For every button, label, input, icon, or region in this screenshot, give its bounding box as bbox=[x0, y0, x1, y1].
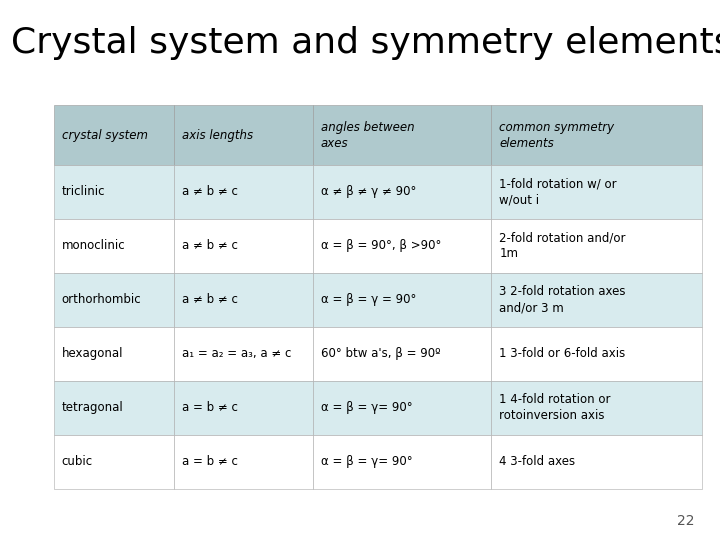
Text: a ≠ b ≠ c: a ≠ b ≠ c bbox=[181, 239, 238, 252]
Bar bbox=[54, 381, 174, 435]
Bar bbox=[492, 381, 702, 435]
Text: crystal system: crystal system bbox=[62, 129, 148, 141]
Bar bbox=[54, 165, 174, 219]
Bar bbox=[174, 327, 313, 381]
Bar bbox=[313, 273, 491, 327]
Bar bbox=[313, 165, 491, 219]
Text: 60° btw a's, β = 90º: 60° btw a's, β = 90º bbox=[321, 347, 441, 360]
Text: 2-fold rotation and/or
1m: 2-fold rotation and/or 1m bbox=[499, 231, 626, 260]
Text: hexagonal: hexagonal bbox=[62, 347, 123, 360]
Text: orthorhombic: orthorhombic bbox=[62, 293, 141, 306]
Text: α = β = γ = 90°: α = β = γ = 90° bbox=[321, 293, 416, 306]
Text: a ≠ b ≠ c: a ≠ b ≠ c bbox=[181, 185, 238, 198]
Bar bbox=[492, 435, 702, 489]
Text: a₁ = a₂ = a₃, a ≠ c: a₁ = a₂ = a₃, a ≠ c bbox=[181, 347, 291, 360]
Bar bbox=[54, 435, 174, 489]
Text: 4 3-fold axes: 4 3-fold axes bbox=[499, 455, 575, 468]
Bar bbox=[54, 105, 174, 165]
Text: α = β = γ= 90°: α = β = γ= 90° bbox=[321, 455, 413, 468]
Text: axis lengths: axis lengths bbox=[181, 129, 253, 141]
Bar bbox=[54, 273, 174, 327]
Bar bbox=[313, 435, 491, 489]
Bar bbox=[313, 105, 491, 165]
Bar bbox=[174, 435, 313, 489]
Bar bbox=[54, 327, 174, 381]
Text: tetragonal: tetragonal bbox=[62, 401, 124, 414]
Bar bbox=[174, 273, 313, 327]
Text: 22: 22 bbox=[678, 514, 695, 528]
Bar bbox=[174, 381, 313, 435]
Text: a ≠ b ≠ c: a ≠ b ≠ c bbox=[181, 293, 238, 306]
Bar bbox=[492, 327, 702, 381]
Text: triclinic: triclinic bbox=[62, 185, 105, 198]
Text: α ≠ β ≠ γ ≠ 90°: α ≠ β ≠ γ ≠ 90° bbox=[321, 185, 416, 198]
Text: 3 2-fold rotation axes
and/or 3 m: 3 2-fold rotation axes and/or 3 m bbox=[499, 285, 626, 314]
Bar bbox=[492, 273, 702, 327]
Text: a = b ≠ c: a = b ≠ c bbox=[181, 455, 238, 468]
Text: cubic: cubic bbox=[62, 455, 93, 468]
Text: a = b ≠ c: a = b ≠ c bbox=[181, 401, 238, 414]
Text: common symmetry
elements: common symmetry elements bbox=[499, 120, 614, 150]
Bar bbox=[174, 165, 313, 219]
Bar bbox=[313, 327, 491, 381]
Text: 1 3-fold or 6-fold axis: 1 3-fold or 6-fold axis bbox=[499, 347, 626, 360]
Text: monoclinic: monoclinic bbox=[62, 239, 125, 252]
Text: 1 4-fold rotation or
rotoinversion axis: 1 4-fold rotation or rotoinversion axis bbox=[499, 393, 611, 422]
Bar bbox=[492, 165, 702, 219]
Text: α = β = γ= 90°: α = β = γ= 90° bbox=[321, 401, 413, 414]
Text: angles between
axes: angles between axes bbox=[321, 120, 415, 150]
Bar bbox=[54, 219, 174, 273]
Text: 1-fold rotation w/ or
w/out i: 1-fold rotation w/ or w/out i bbox=[499, 177, 617, 206]
Bar bbox=[492, 219, 702, 273]
Bar bbox=[313, 381, 491, 435]
Bar bbox=[313, 219, 491, 273]
Bar bbox=[492, 105, 702, 165]
Bar bbox=[174, 105, 313, 165]
Text: α = β = 90°, β >90°: α = β = 90°, β >90° bbox=[321, 239, 441, 252]
Bar bbox=[174, 219, 313, 273]
Text: Crystal system and symmetry elements: Crystal system and symmetry elements bbox=[11, 26, 720, 60]
